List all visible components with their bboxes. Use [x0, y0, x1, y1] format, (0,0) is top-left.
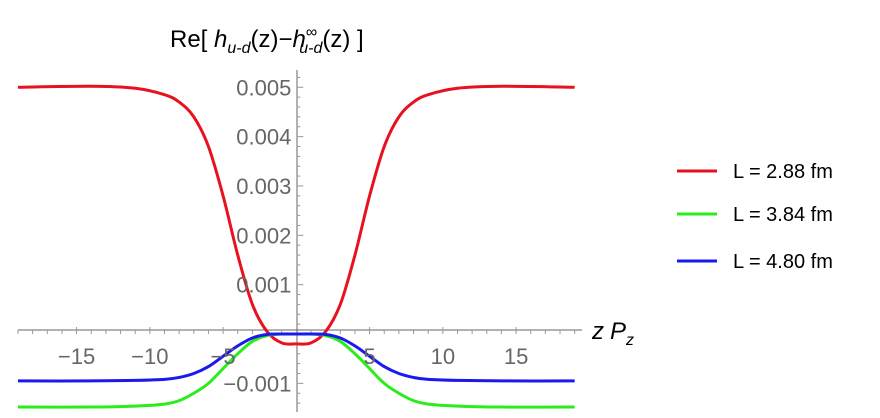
title-sub2: u-d: [299, 40, 323, 57]
series-line-l-2-88-fm: [17, 84, 575, 346]
title-prefix: Re[: [170, 26, 214, 53]
legend-label-l288: L = 2.88 fm: [733, 161, 833, 183]
y-tick-label: 0.005: [236, 75, 291, 100]
legend-label-l480: L = 4.80 fm: [733, 251, 833, 273]
x-label-sub: z: [625, 332, 634, 349]
x-label-z: z: [591, 318, 604, 345]
x-tick-label: 5: [363, 344, 375, 369]
x-axis-label: z Pz: [591, 318, 634, 349]
y-tick-label: 0.002: [236, 223, 291, 248]
title-suffix: (z) ]: [322, 26, 363, 53]
y-tick-label: 0.004: [236, 125, 291, 150]
x-label-p: P: [610, 318, 626, 345]
y-tick-label: 0.001: [236, 273, 291, 298]
title-mid: (z)−: [251, 26, 293, 53]
x-tick-label: −15: [58, 344, 95, 369]
legend-label-l384: L = 3.84 fm: [733, 204, 833, 226]
y-tick-label: −0.001: [223, 371, 291, 396]
x-tick-label: 10: [431, 344, 455, 369]
series-line-l-4-80-fm: [17, 332, 575, 383]
title-sup2: ∞: [306, 24, 317, 41]
x-tick-label: 15: [504, 344, 528, 369]
x-tick-label: −10: [131, 344, 168, 369]
x-tick-label: −5: [211, 344, 236, 369]
chart-title: Re[ hu-d(z)−h∞ u-d(z) ]: [170, 24, 364, 57]
series-group: [17, 84, 575, 409]
legend: L = 2.88 fm L = 3.84 fm L = 4.80 fm: [677, 161, 833, 273]
y-tick-label: 0.003: [236, 174, 291, 199]
ticks-group: [17, 76, 576, 404]
title-h1: h: [214, 26, 227, 53]
title-h2: h: [293, 26, 306, 53]
title-sub1: u-d: [227, 40, 251, 57]
tick-labels-group: −15 −10 −5 5 10 15 −0.001 0.001 0.002 0.003 0.004 0…: [58, 75, 528, 396]
